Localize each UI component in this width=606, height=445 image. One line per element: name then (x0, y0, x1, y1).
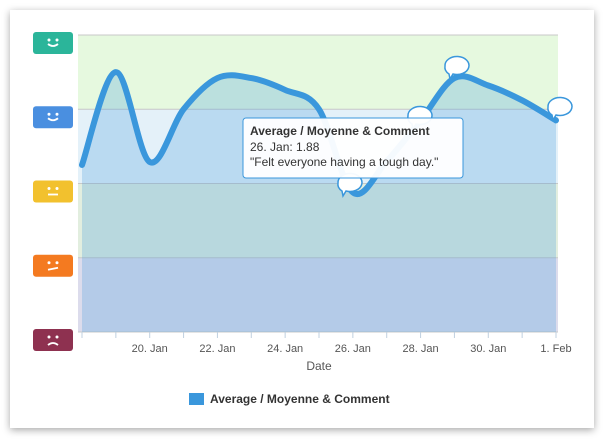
y-tick-icon (33, 254, 73, 277)
icon-eye (47, 38, 51, 42)
icon-bg (33, 180, 73, 203)
icon-bg (33, 329, 73, 351)
legend-label: Average / Moyenne & Comment (210, 392, 390, 406)
x-tick-label: 24. Jan (267, 343, 303, 355)
x-axis-label: Date (306, 359, 332, 373)
x-tick-label: 28. Jan (403, 343, 439, 355)
icon-eye (55, 38, 59, 42)
tooltip-label: 26. Jan: 1.88 (250, 140, 320, 154)
icon-bg (33, 254, 73, 277)
icon-mouth (47, 342, 59, 346)
x-tick-label: 1. Feb (540, 343, 571, 355)
icon-mouth (47, 43, 59, 47)
tooltip: Average / Moyenne & Comment 26. Jan: 1.88… (242, 117, 464, 179)
y-tick-icon (33, 329, 73, 351)
comment-bubble (444, 55, 470, 82)
y-tick-icon (33, 32, 73, 54)
icon-eye (47, 261, 51, 265)
band (78, 257, 558, 332)
icon-eye (55, 335, 59, 339)
x-tick-label: 22. Jan (199, 343, 235, 355)
icon-eye (47, 112, 51, 116)
plot: 20. Jan 22. Jan 24. Jan 26. Jan 28. Jan 30. J… (79, 55, 573, 355)
icon-mouth (47, 266, 59, 271)
icon-mouth (47, 117, 59, 122)
y-tick-icon (33, 106, 73, 129)
y-tick-icon (33, 180, 73, 203)
x-tick-label: 20. Jan (132, 343, 168, 355)
x-tick-label: 26. Jan (335, 343, 371, 355)
icon-bg (33, 32, 73, 54)
icon-eye (47, 335, 51, 339)
legend-swatch (189, 393, 204, 405)
tooltip-title: Average / Moyenne & Comment (250, 124, 430, 138)
comment-bubble (547, 96, 573, 123)
icon-bg (33, 106, 73, 129)
icon-eye (55, 261, 59, 265)
band (78, 35, 558, 110)
icon-eye (47, 187, 51, 190)
x-tick-label: 30. Jan (470, 343, 506, 355)
line (79, 69, 559, 197)
icon-eye (55, 112, 59, 116)
tooltip-box (242, 117, 464, 179)
band (78, 183, 558, 258)
tooltip-comment: "Felt everyone having a tough day." (250, 155, 438, 169)
icon-eye (55, 187, 59, 190)
